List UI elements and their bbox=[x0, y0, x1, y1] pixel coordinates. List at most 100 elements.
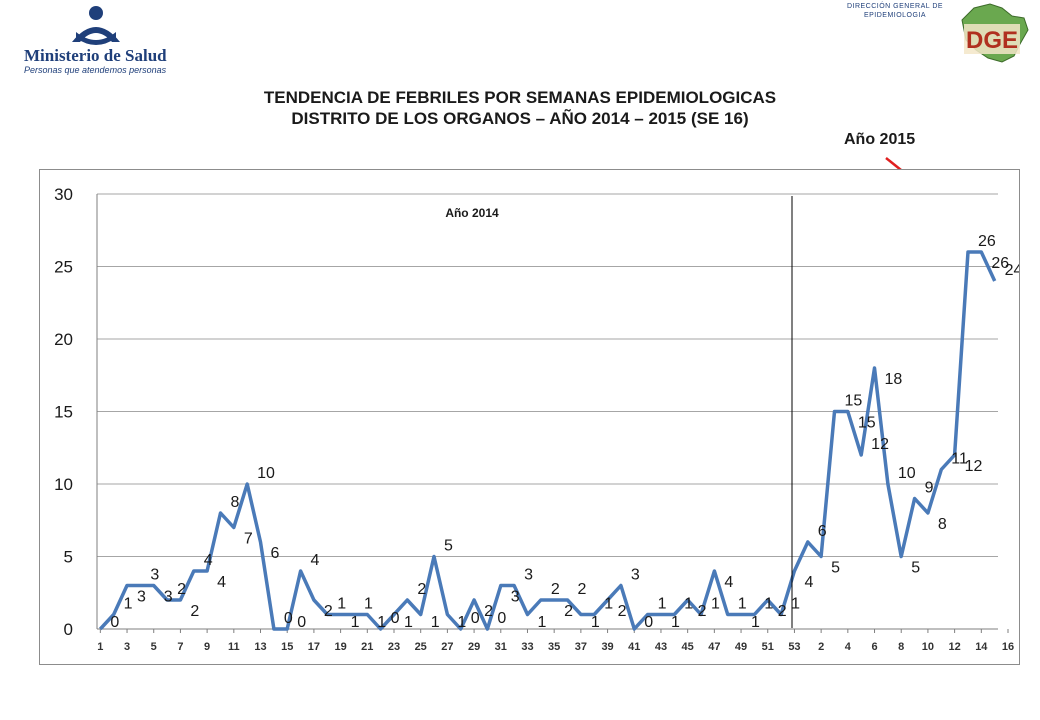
data-label: 6 bbox=[818, 523, 827, 540]
x-tick-label: 19 bbox=[334, 641, 346, 653]
data-label: 26 bbox=[991, 255, 1009, 272]
data-label: 0 bbox=[284, 610, 293, 627]
annotation-year-2015: Año 2015 bbox=[844, 131, 916, 148]
data-label: 5 bbox=[444, 538, 453, 555]
data-label: 4 bbox=[724, 574, 733, 591]
data-label: 12 bbox=[871, 436, 889, 453]
x-tick-label: 14 bbox=[975, 641, 988, 653]
data-label: 24 bbox=[1005, 262, 1019, 279]
x-tick-label: 47 bbox=[708, 641, 720, 653]
x-tick-label: 45 bbox=[682, 641, 694, 653]
x-tick-label: 8 bbox=[898, 641, 904, 653]
x-tick-label: 12 bbox=[948, 641, 960, 653]
data-label: 7 bbox=[244, 531, 253, 548]
y-tick-label: 0 bbox=[64, 620, 73, 639]
data-label: 1 bbox=[404, 614, 413, 631]
data-label: 3 bbox=[524, 567, 533, 584]
x-tick-label: 33 bbox=[521, 641, 533, 653]
y-tick-label: 20 bbox=[54, 330, 73, 349]
x-tick-label: 49 bbox=[735, 641, 747, 653]
data-label: 0 bbox=[297, 614, 306, 631]
chart-title-line-1: TENDENCIA DE FEBRILES POR SEMANAS EPIDEM… bbox=[263, 88, 777, 107]
y-tick-label: 30 bbox=[54, 185, 73, 204]
data-label: 0 bbox=[644, 614, 653, 631]
data-label: 1 bbox=[751, 614, 760, 631]
y-tick-label: 5 bbox=[64, 548, 73, 567]
data-label: 15 bbox=[844, 393, 862, 410]
data-label: 2 bbox=[324, 603, 333, 620]
data-label: 2 bbox=[177, 581, 186, 598]
x-tick-label: 25 bbox=[415, 641, 427, 653]
dge-logo-letters: DGE bbox=[966, 27, 1018, 54]
x-tick-label: 10 bbox=[922, 641, 934, 653]
y-tick-label: 15 bbox=[54, 403, 73, 422]
x-tick-label: 9 bbox=[204, 641, 210, 653]
data-label: 0 bbox=[471, 610, 480, 627]
data-label: 10 bbox=[257, 465, 275, 482]
data-label: 6 bbox=[271, 545, 280, 562]
x-tick-label: 21 bbox=[361, 641, 373, 653]
x-tick-label: 53 bbox=[788, 641, 800, 653]
data-label: 18 bbox=[885, 371, 903, 388]
data-label: 2 bbox=[417, 581, 426, 598]
x-tick-label: 7 bbox=[177, 641, 183, 653]
x-tick-label: 6 bbox=[871, 641, 877, 653]
ministry-name: Ministerio de Salud bbox=[24, 46, 167, 65]
data-label: 0 bbox=[497, 610, 506, 627]
y-tick-label: 25 bbox=[54, 258, 73, 277]
data-label: 5 bbox=[831, 560, 840, 577]
data-label: 2 bbox=[618, 603, 627, 620]
data-label: 4 bbox=[204, 552, 213, 569]
ministerio-figure-icon bbox=[72, 6, 120, 45]
data-label: 3 bbox=[631, 567, 640, 584]
x-tick-label: 51 bbox=[762, 641, 774, 653]
data-label: 4 bbox=[311, 552, 320, 569]
data-label: 8 bbox=[230, 494, 239, 511]
data-label: 1 bbox=[658, 596, 667, 613]
data-label: 1 bbox=[711, 596, 720, 613]
ministerio-de-salud-logo: Ministerio de Salud Personas que atendem… bbox=[22, 4, 172, 76]
x-tick-label: 31 bbox=[495, 641, 507, 653]
x-tick-label: 15 bbox=[281, 641, 293, 653]
dge-header-text: DIRECCIÓN GENERAL DE EPIDEMIOLOGIA bbox=[832, 2, 958, 20]
data-label: 2 bbox=[564, 603, 573, 620]
data-label: 15 bbox=[858, 415, 876, 432]
chart-title-line-2: DISTRITO DE LOS ORGANOS – AÑO 2014 – 201… bbox=[291, 109, 749, 128]
data-label: 8 bbox=[938, 516, 947, 533]
data-label: 2 bbox=[578, 581, 587, 598]
data-label: 5 bbox=[911, 560, 920, 577]
data-label: 11 bbox=[951, 451, 968, 468]
data-label: 1 bbox=[764, 596, 773, 613]
data-label: 2 bbox=[778, 603, 787, 620]
dge-line-2: EPIDEMIOLOGIA bbox=[863, 12, 927, 19]
x-tick-label: 16 bbox=[1002, 641, 1014, 653]
data-label: 10 bbox=[898, 465, 916, 482]
chart-title: TENDENCIA DE FEBRILES POR SEMANAS EPIDEM… bbox=[160, 87, 880, 129]
annotation-year-2014: Año 2014 bbox=[445, 206, 499, 220]
x-tick-label: 11 bbox=[228, 641, 240, 653]
peru-map-icon: DGE bbox=[961, 3, 1029, 63]
x-tick-label: 23 bbox=[388, 641, 400, 653]
data-label: 1 bbox=[604, 596, 613, 613]
x-tick-label: 27 bbox=[441, 641, 453, 653]
data-label: 1 bbox=[431, 614, 440, 631]
data-label: 1 bbox=[591, 614, 600, 631]
data-label: 1 bbox=[351, 614, 360, 631]
data-label: 0 bbox=[110, 614, 119, 631]
data-label: 3 bbox=[511, 589, 520, 606]
data-label: 3 bbox=[137, 589, 146, 606]
chart-frame: 0 5 10 15 20 25 30 1 3 5 7 9 11 13 15 17 19 21 23 25 27 29 31 3… bbox=[39, 169, 1023, 665]
data-label: 0 bbox=[391, 610, 400, 627]
x-tick-label: 41 bbox=[628, 641, 640, 653]
x-tick-label: 43 bbox=[655, 641, 667, 653]
x-tick-label: 39 bbox=[601, 641, 613, 653]
x-tick-label: 37 bbox=[575, 641, 587, 653]
x-tick-label: 1 bbox=[97, 641, 103, 653]
dge-line-1: DIRECCIÓN GENERAL DE bbox=[846, 3, 944, 10]
data-label: 1 bbox=[364, 596, 373, 613]
data-label: 2 bbox=[484, 603, 493, 620]
data-label: 1 bbox=[738, 596, 747, 613]
x-tick-label: 2 bbox=[818, 641, 824, 653]
data-label: 4 bbox=[217, 574, 226, 591]
x-tick-label: 4 bbox=[845, 641, 852, 653]
